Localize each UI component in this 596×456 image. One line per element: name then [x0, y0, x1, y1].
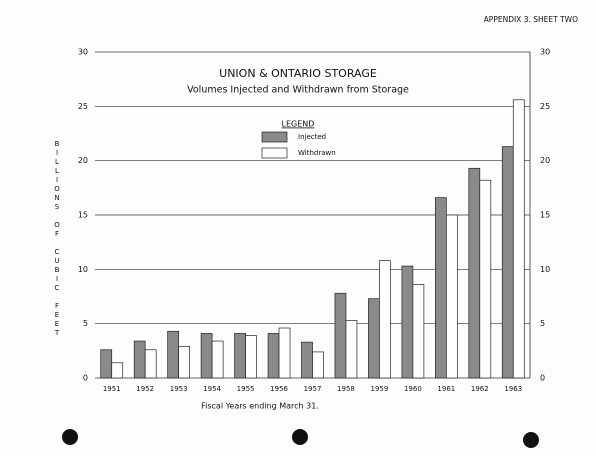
bar — [334, 292, 347, 379]
legend-swatch — [261, 131, 288, 143]
bar — [379, 260, 391, 379]
y-tick-label: 20 — [78, 156, 88, 165]
bar — [445, 214, 458, 379]
x-tick-label: 1958 — [337, 385, 355, 393]
x-tick-label: 1961 — [437, 385, 455, 393]
legend-title: LEGEND — [282, 120, 315, 129]
x-tick-label: 1956 — [270, 385, 288, 393]
punch-hole — [62, 429, 78, 445]
y-tick-label-right: 0 — [540, 374, 545, 383]
bar — [167, 330, 180, 379]
bar — [301, 341, 313, 379]
bar — [234, 333, 246, 379]
bar — [278, 327, 291, 379]
y-tick-label: 10 — [78, 265, 88, 274]
bar — [434, 197, 447, 379]
bar — [200, 333, 213, 379]
bar — [144, 349, 157, 379]
legend-swatch — [261, 147, 288, 159]
x-tick-label: 1952 — [136, 385, 154, 393]
bar — [479, 179, 492, 379]
y-tick-label-right: 25 — [540, 102, 550, 111]
y-tick-label: 30 — [78, 48, 88, 57]
y-tick-label: 25 — [78, 102, 88, 111]
bar — [512, 99, 525, 379]
x-tick-label: 1953 — [170, 385, 188, 393]
bar — [312, 351, 324, 379]
x-tick-label: 1951 — [103, 385, 121, 393]
y-tick-label: 0 — [83, 374, 88, 383]
y-tick-label-right: 10 — [540, 265, 550, 274]
legend-label: Injected — [298, 133, 326, 141]
bar — [468, 167, 481, 379]
x-tick-label: 1957 — [304, 385, 322, 393]
y-tick-label: 15 — [78, 211, 88, 220]
bar — [178, 346, 191, 379]
x-tick-label: 1959 — [371, 385, 389, 393]
x-axis-label: Fiscal Years ending March 31. — [201, 402, 319, 411]
bar — [267, 333, 280, 379]
bar — [412, 284, 425, 379]
chart-subtitle: Volumes Injected and Withdrawn from Stor… — [187, 85, 409, 96]
bar — [133, 340, 146, 379]
bar — [245, 335, 257, 379]
x-tick-label: 1960 — [404, 385, 422, 393]
y-tick-label-right: 15 — [540, 211, 550, 220]
bar — [501, 146, 514, 379]
bar — [368, 298, 380, 379]
legend-label: Withdrawn — [298, 149, 336, 157]
x-tick-label: 1963 — [504, 385, 522, 393]
bar — [100, 349, 113, 379]
x-tick-label: 1955 — [237, 385, 255, 393]
punch-hole — [292, 429, 308, 445]
bar — [401, 265, 414, 379]
x-tick-label: 1954 — [203, 385, 221, 393]
sheet-label: APPENDIX 3. SHEET TWO — [484, 15, 578, 24]
bar — [345, 320, 358, 379]
y-tick-label: 5 — [83, 319, 88, 328]
y-tick-label-right: 5 — [540, 319, 545, 328]
y-tick-label-right: 20 — [540, 156, 550, 165]
chart-title: UNION & ONTARIO STORAGE — [219, 67, 377, 80]
y-axis-label: BILLIONS OF CUBIC FEET — [53, 140, 61, 338]
x-tick-label: 1962 — [471, 385, 489, 393]
bar — [211, 340, 224, 379]
y-tick-label-right: 30 — [540, 48, 550, 57]
punch-hole — [523, 432, 539, 448]
bar — [111, 362, 124, 379]
